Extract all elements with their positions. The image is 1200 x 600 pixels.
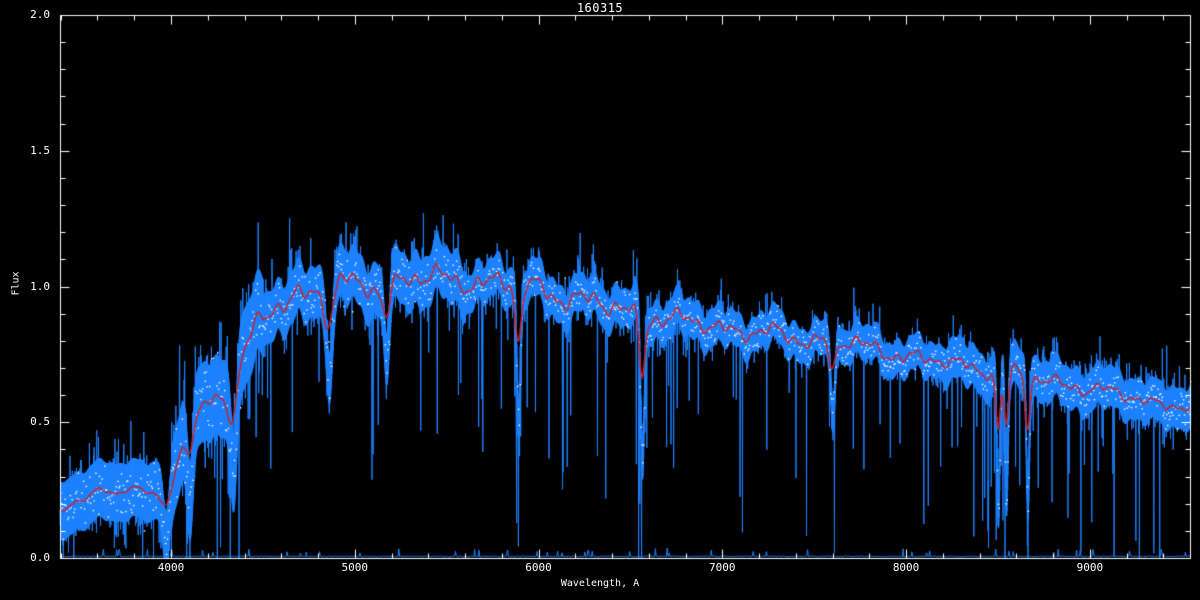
spectrum-plot-canvas: [0, 0, 1200, 600]
spectrum-figure: 160315 Wavelength, A Flux 4000 5000 6000 70…: [0, 0, 1200, 600]
